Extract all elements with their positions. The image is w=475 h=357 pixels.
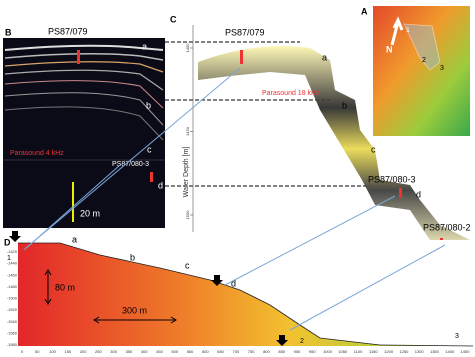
core-marker xyxy=(240,50,243,64)
y-tick-label: -1420 xyxy=(7,249,18,254)
site-label: 3 xyxy=(440,65,444,72)
x-tick-label: 0 xyxy=(21,349,24,354)
core-label: PS87/079 xyxy=(48,26,88,36)
y-tick-label: -1560 xyxy=(7,330,18,335)
x-tick-label: 500 xyxy=(171,349,178,354)
link-lines xyxy=(23,67,446,331)
reflector-label: b xyxy=(342,100,347,110)
reflector-label: d xyxy=(231,278,236,288)
core-arrows xyxy=(9,231,288,346)
x-tick-label: 800 xyxy=(263,349,270,354)
water-column xyxy=(18,240,473,346)
x-tick-label: 200 xyxy=(80,349,87,354)
x-tick-label: 450 xyxy=(156,349,163,354)
panel-letter: D xyxy=(4,237,11,247)
profile-ticks: -1420 -1440 -1460 -1480 -1500 -1520 -1540 -1560… xyxy=(7,249,470,354)
x-tick-label: 1400 xyxy=(445,349,455,354)
x-tick-label: 900 xyxy=(294,349,301,354)
x-tick-label: 1000 xyxy=(323,349,333,354)
y-tick-label: -1520 xyxy=(7,307,18,312)
site-label: 1 xyxy=(406,27,410,34)
x-tick-label: 1200 xyxy=(384,349,394,354)
scale-label: 20 m xyxy=(80,208,100,218)
horizontal-scale xyxy=(93,316,177,324)
x-tick-label: 300 xyxy=(110,349,117,354)
x-tick-label: 250 xyxy=(95,349,102,354)
x-tick-label: 1450 xyxy=(461,349,471,354)
x-tick-label: 100 xyxy=(49,349,56,354)
depth-ticks: 1400 1450 1500 xyxy=(185,43,193,220)
scale-label: 80 m xyxy=(55,282,75,292)
core-label: PS87/080-3 xyxy=(112,161,149,168)
y-tick-label: -1580 xyxy=(7,342,18,347)
reflector-label: c xyxy=(371,144,376,154)
y-tick-label: -1480 xyxy=(7,284,18,289)
core-marker xyxy=(150,172,153,182)
axis-title: Water Depth [m] xyxy=(183,147,190,198)
vertical-scale xyxy=(44,269,52,305)
core-marker xyxy=(399,188,402,198)
site-label: 3 xyxy=(455,333,459,340)
tick-label: 1400 xyxy=(185,43,190,53)
panel-letter: A xyxy=(361,6,368,16)
x-tick-label: 150 xyxy=(64,349,71,354)
reflector-label: d xyxy=(416,189,421,199)
north-label: N xyxy=(386,44,393,54)
y-tick-label: -1440 xyxy=(7,261,18,266)
seafloor xyxy=(18,242,474,347)
x-tick-label: 750 xyxy=(248,349,255,354)
reflector-label: b xyxy=(146,100,151,110)
source-label: Parasound 4 kHz xyxy=(10,150,64,157)
site-label: 2 xyxy=(422,57,426,64)
reflector-label: b xyxy=(130,252,135,262)
scale-bar xyxy=(72,182,74,222)
reflector-label: a xyxy=(142,41,147,51)
profile-c xyxy=(198,45,470,252)
source-label: Parasound 18 kHz xyxy=(262,90,320,97)
connectors xyxy=(165,41,370,187)
panel-letter: B xyxy=(5,27,12,37)
x-tick-label: 850 xyxy=(278,349,285,354)
x-tick-label: 350 xyxy=(126,349,133,354)
reflector-label: c xyxy=(147,144,152,154)
site-label: 2 xyxy=(300,338,304,345)
x-tick-label: 50 xyxy=(35,349,40,354)
reflector-label: d xyxy=(158,180,163,190)
reflector-label: c xyxy=(185,260,190,270)
tick-label: 1500 xyxy=(185,210,190,220)
y-tick-label: -1500 xyxy=(7,296,18,301)
north-arrow xyxy=(390,16,404,46)
site-label: 1 xyxy=(7,255,11,262)
x-tick-label: 600 xyxy=(202,349,209,354)
survey-area xyxy=(403,23,441,71)
reflector-label: a xyxy=(72,234,77,244)
tick-label: 1450 xyxy=(185,126,190,136)
core-label: PS87/080-3 xyxy=(368,174,416,184)
core-label: PS87/079 xyxy=(225,27,265,37)
x-tick-label: 1050 xyxy=(338,349,348,354)
y-tick-label: -1540 xyxy=(7,319,18,324)
reflector-label: a xyxy=(322,52,327,62)
scale-label: 300 m xyxy=(122,305,147,315)
x-tick-label: 700 xyxy=(233,349,240,354)
x-tick-label: 650 xyxy=(217,349,224,354)
core-marker xyxy=(77,50,80,64)
y-tick-label: -1460 xyxy=(7,272,18,277)
core-label: PS87/080-2 xyxy=(423,222,471,232)
reflectors-b xyxy=(4,44,164,141)
x-tick-label: 950 xyxy=(309,349,316,354)
x-tick-label: 1100 xyxy=(354,349,363,354)
x-tick-label: 400 xyxy=(141,349,148,354)
x-tick-label: 1300 xyxy=(415,349,425,354)
panel-letter: C xyxy=(170,14,177,24)
x-tick-label: 1150 xyxy=(369,349,378,354)
x-tick-label: 550 xyxy=(187,349,194,354)
x-tick-label: 1250 xyxy=(399,349,409,354)
x-tick-label: 1350 xyxy=(430,349,440,354)
